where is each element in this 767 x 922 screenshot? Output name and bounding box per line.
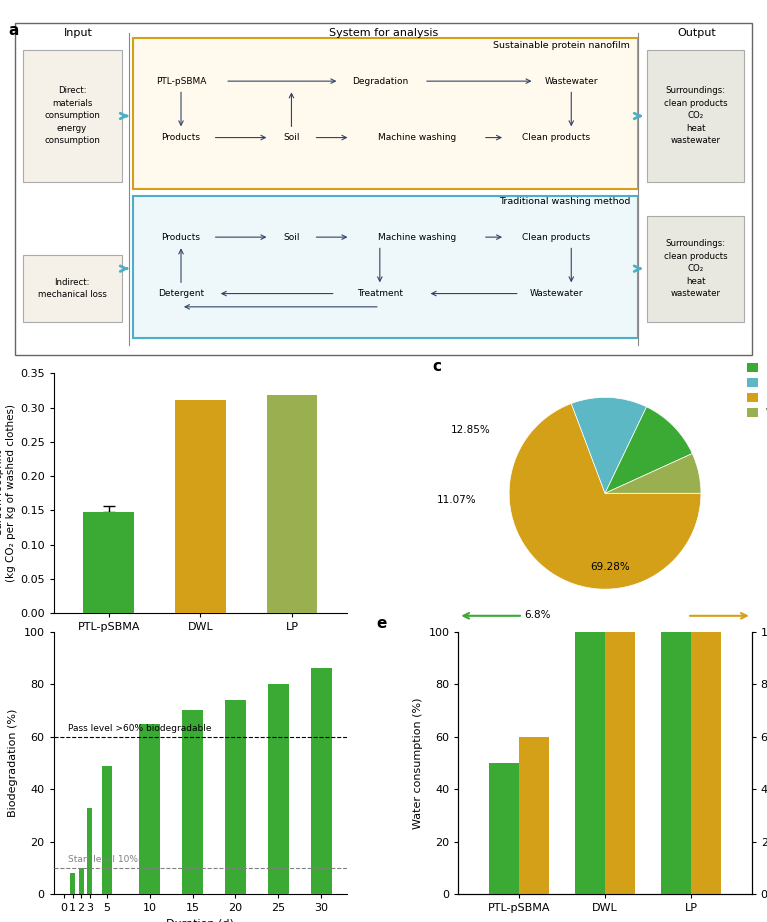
- Text: Clean products: Clean products: [522, 232, 591, 242]
- Bar: [267, 396, 318, 613]
- Text: Surroundings:
clean products
CO₂
heat
wastewater: Surroundings: clean products CO₂ heat wa…: [664, 87, 728, 146]
- Wedge shape: [605, 407, 693, 493]
- Bar: [139, 724, 160, 894]
- Text: Start level 10%: Start level 10%: [68, 855, 138, 864]
- Text: Degradation: Degradation: [352, 77, 408, 86]
- Bar: [661, 632, 691, 894]
- FancyBboxPatch shape: [23, 255, 122, 322]
- Text: 69.28%: 69.28%: [590, 562, 630, 572]
- Text: Surroundings:
clean products
CO₂
heat
wastewater: Surroundings: clean products CO₂ heat wa…: [664, 239, 728, 298]
- Wedge shape: [509, 404, 701, 589]
- Text: Clean products: Clean products: [522, 133, 591, 142]
- Bar: [691, 632, 722, 894]
- Bar: [518, 737, 549, 894]
- FancyBboxPatch shape: [133, 195, 637, 338]
- Text: Soil: Soil: [283, 232, 300, 242]
- Text: a: a: [8, 23, 18, 38]
- FancyBboxPatch shape: [23, 50, 122, 183]
- Text: PTL-pSBMA: PTL-pSBMA: [156, 77, 206, 86]
- Wedge shape: [571, 397, 647, 493]
- Text: 12.85%: 12.85%: [451, 425, 491, 435]
- Bar: [268, 684, 289, 894]
- Text: Soil: Soil: [283, 133, 300, 142]
- Legend: PTL-pSBMA, Tap water, Electricity, Wastewater: PTL-pSBMA, Tap water, Electricity, Waste…: [742, 359, 767, 421]
- Text: Output: Output: [677, 28, 716, 38]
- Text: Treatment: Treatment: [357, 290, 403, 298]
- Bar: [605, 632, 635, 894]
- FancyBboxPatch shape: [133, 38, 637, 189]
- Text: Products: Products: [162, 133, 200, 142]
- Text: Input: Input: [64, 28, 92, 38]
- FancyBboxPatch shape: [647, 50, 744, 183]
- Text: Machine washing: Machine washing: [377, 133, 456, 142]
- Text: Pass level >60% biodegradable: Pass level >60% biodegradable: [68, 724, 212, 733]
- FancyBboxPatch shape: [15, 23, 752, 355]
- Text: c: c: [433, 359, 442, 374]
- Bar: [182, 710, 203, 894]
- Text: Direct:
materials
consumption
energy
consumption: Direct: materials consumption energy con…: [44, 87, 100, 146]
- Bar: [574, 632, 605, 894]
- Bar: [311, 668, 332, 894]
- Bar: [70, 873, 75, 894]
- X-axis label: Duration (d): Duration (d): [166, 919, 234, 922]
- Y-axis label: Biodegradation (%): Biodegradation (%): [8, 709, 18, 817]
- FancyBboxPatch shape: [647, 216, 744, 322]
- Bar: [87, 808, 92, 894]
- Text: e: e: [377, 616, 387, 631]
- Text: 6.8%: 6.8%: [525, 610, 551, 620]
- Text: Wastewater: Wastewater: [545, 77, 598, 86]
- Bar: [78, 869, 84, 894]
- Text: 11.07%: 11.07%: [436, 495, 476, 505]
- Bar: [225, 700, 246, 894]
- Bar: [175, 400, 225, 613]
- Text: Detergent: Detergent: [158, 290, 204, 298]
- Text: Wastewater: Wastewater: [530, 290, 583, 298]
- Text: System for analysis: System for analysis: [329, 28, 438, 38]
- Y-axis label: Water consumption (%): Water consumption (%): [413, 697, 423, 829]
- Wedge shape: [605, 454, 701, 493]
- Bar: [84, 513, 134, 613]
- Text: Traditional washing method: Traditional washing method: [499, 197, 630, 207]
- Bar: [102, 765, 112, 894]
- Text: Products: Products: [162, 232, 200, 242]
- Text: Sustainable protein nanofilm: Sustainable protein nanofilm: [493, 41, 630, 51]
- Y-axis label: Carbon footprint
(kg CO₂ per kg of washed clothes): Carbon footprint (kg CO₂ per kg of washe…: [0, 404, 16, 583]
- Text: Indirect:
mechanical loss: Indirect: mechanical loss: [38, 278, 107, 300]
- Bar: [489, 763, 518, 894]
- Text: Machine washing: Machine washing: [377, 232, 456, 242]
